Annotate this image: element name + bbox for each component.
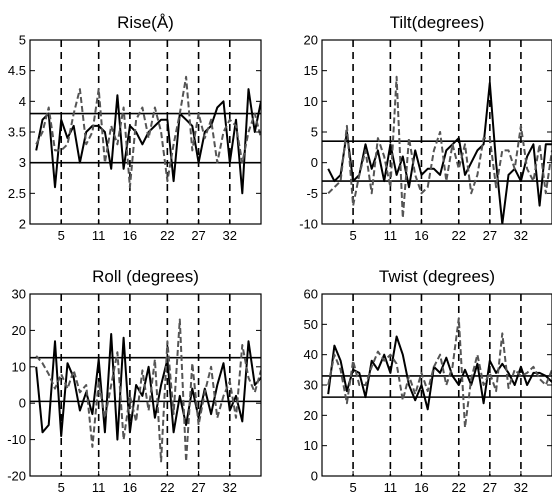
x-tick-label: 22	[160, 480, 174, 495]
dashed-series-line	[35, 318, 261, 463]
dashed-series-line	[327, 317, 552, 429]
y-tick-label: -10	[7, 432, 26, 447]
x-tick-label: 32	[223, 480, 237, 495]
y-tick-label: 2.5	[8, 186, 26, 201]
x-tick-label: 5	[349, 228, 356, 243]
y-tick-label: 10	[304, 94, 318, 109]
y-tick-label: 2	[19, 217, 26, 232]
solid-series-line	[327, 335, 552, 411]
chart-title: Roll (degrees)	[92, 267, 199, 286]
plot-area	[30, 40, 261, 224]
x-tick-label: 11	[384, 228, 398, 243]
x-tick-label: 16	[123, 228, 137, 243]
chart-panel-4: Twist (degrees) 0 10 20 30 40 50 60 5 11 16 22 27 32	[304, 267, 552, 495]
y-tick-label: 10	[12, 359, 26, 374]
x-tick-label: 32	[514, 480, 528, 495]
chart-panel-3: Roll (degrees) -20 -10 0 10 20 30 5 11 16 22 27 32	[7, 267, 262, 495]
y-tick-label: -5	[306, 186, 318, 201]
x-tick-label: 27	[483, 480, 497, 495]
chart-title: Tilt(degrees)	[390, 13, 485, 32]
x-tick-label: 32	[223, 228, 237, 243]
y-tick-label: 20	[12, 323, 26, 338]
y-tick-label: 40	[304, 347, 318, 362]
plot-frame	[321, 293, 552, 477]
x-tick-label: 27	[191, 480, 205, 495]
y-tick-label: -20	[7, 469, 26, 484]
x-tick-label: 11	[92, 480, 106, 495]
x-tick-label: 32	[514, 228, 528, 243]
y-tick-label: -10	[299, 217, 318, 232]
solid-series-line	[35, 333, 261, 441]
y-tick-label: 5	[19, 33, 26, 48]
x-tick-label: 16	[123, 480, 137, 495]
plot-area	[322, 294, 552, 476]
chart-panel-2: Tilt(degrees) -10 -5 0 5 10 15 20 5 11 16 22 27 32	[299, 13, 552, 243]
y-tick-label: 0	[311, 469, 318, 484]
x-tick-label: 5	[58, 480, 65, 495]
dashed-series-line	[35, 75, 261, 189]
plot-frame	[29, 293, 262, 477]
chart-title: Twist (degrees)	[379, 267, 495, 286]
x-tick-label: 5	[349, 480, 356, 495]
y-tick-label: 5	[311, 125, 318, 140]
y-tick-label: 30	[304, 378, 318, 393]
x-tick-label: 11	[384, 480, 398, 495]
y-tick-label: 4	[19, 94, 26, 109]
y-tick-label: 20	[304, 33, 318, 48]
y-tick-label: 30	[12, 287, 26, 302]
x-tick-label: 5	[58, 228, 65, 243]
x-tick-label: 22	[160, 228, 174, 243]
plot-area	[30, 294, 261, 476]
y-tick-label: 20	[304, 408, 318, 423]
x-tick-label: 27	[191, 228, 205, 243]
y-tick-label: 15	[304, 63, 318, 78]
plot-area	[322, 40, 552, 224]
y-tick-label: 60	[304, 287, 318, 302]
solid-series-line	[327, 81, 552, 224]
y-tick-label: 10	[304, 438, 318, 453]
x-tick-label: 16	[414, 480, 428, 495]
dashed-series-line	[327, 75, 552, 219]
y-tick-label: 0	[311, 155, 318, 170]
y-tick-label: 3.5	[8, 125, 26, 140]
x-tick-label: 22	[452, 228, 466, 243]
x-tick-label: 22	[452, 480, 466, 495]
y-tick-label: 0	[19, 396, 26, 411]
solid-series-line	[35, 88, 261, 195]
chart-panel-1: Rise(Å) 2 2.5 3 3.5 4 4.5 5 5 11 16 22 27 32	[8, 13, 262, 243]
y-tick-label: 50	[304, 317, 318, 332]
plot-frame	[321, 39, 552, 225]
chart-title: Rise(Å)	[117, 13, 174, 32]
x-tick-label: 16	[414, 228, 428, 243]
x-tick-label: 27	[483, 228, 497, 243]
y-tick-label: 4.5	[8, 63, 26, 78]
x-tick-label: 11	[92, 228, 106, 243]
y-tick-label: 3	[19, 155, 26, 170]
